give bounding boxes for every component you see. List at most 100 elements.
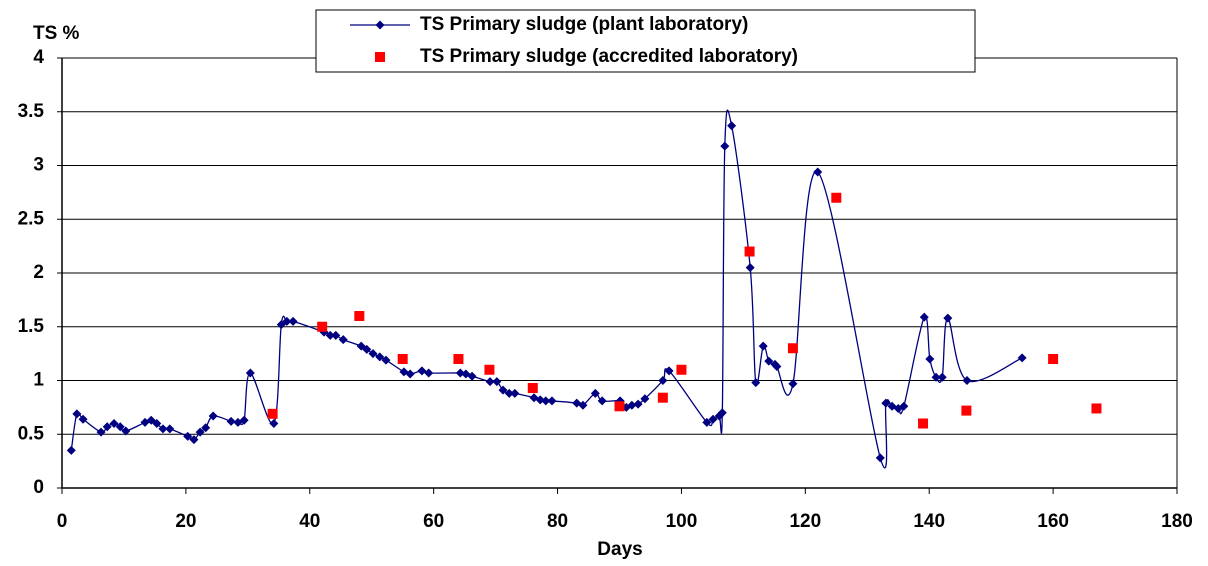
marker (417, 366, 427, 376)
marker (676, 364, 687, 375)
y-tick-label: 1 (33, 370, 44, 391)
marker (758, 341, 768, 351)
marker (381, 355, 391, 365)
marker (527, 383, 538, 394)
y-tick-label: 0.5 (18, 423, 45, 444)
marker (751, 378, 761, 388)
marker (72, 409, 82, 419)
x-tick-label: 80 (547, 511, 568, 532)
marker (183, 431, 193, 441)
x-tick-label: 140 (913, 511, 945, 532)
marker (764, 356, 774, 366)
marker (354, 311, 365, 321)
marker (405, 369, 415, 379)
legend-label: TS Primary sludge (accredited laboratory… (420, 46, 798, 67)
marker (943, 313, 953, 323)
marker (717, 408, 727, 418)
marker (288, 316, 298, 326)
marker (504, 388, 514, 398)
marker (590, 388, 600, 398)
marker (152, 419, 162, 428)
y-tick-label: 3.5 (18, 101, 45, 122)
marker (397, 354, 408, 364)
marker (189, 435, 199, 445)
marker (485, 377, 495, 387)
y-tick-label: 2 (33, 262, 44, 283)
marker (267, 408, 278, 419)
marker (658, 376, 668, 385)
marker (961, 405, 972, 416)
marker (492, 377, 502, 387)
marker (453, 354, 464, 364)
legend-marker (375, 20, 385, 30)
marker (96, 427, 106, 437)
marker (455, 368, 465, 378)
marker (165, 424, 175, 434)
marker (633, 399, 643, 409)
y-tick-label: 2.5 (18, 208, 45, 229)
marker (962, 376, 972, 385)
marker (931, 372, 941, 382)
marker (208, 411, 218, 421)
y-tick-label: 4 (33, 47, 44, 68)
marker (919, 312, 929, 322)
marker (708, 414, 718, 424)
marker (78, 414, 88, 424)
x-tick-label: 100 (666, 511, 698, 532)
marker (578, 400, 588, 410)
x-tick-label: 160 (1037, 511, 1069, 532)
marker (66, 445, 76, 455)
marker (627, 400, 637, 410)
marker (484, 364, 495, 375)
marker (338, 335, 348, 345)
marker (317, 321, 328, 332)
legend: TS Primary sludge (plant laboratory) TS P… (315, 9, 976, 73)
marker (535, 395, 545, 405)
marker (664, 366, 674, 376)
x-axis-label: Days (597, 539, 642, 560)
legend-label: TS Primary sludge (plant laboratory) (420, 14, 748, 35)
x-tick-label: 180 (1161, 511, 1193, 532)
marker (510, 388, 520, 398)
marker (925, 354, 935, 364)
legend-box (315, 9, 976, 73)
marker (657, 392, 668, 403)
marker (195, 427, 205, 437)
marker (158, 424, 168, 434)
x-tick-label: 20 (175, 511, 196, 532)
marker (331, 330, 341, 340)
marker (1017, 353, 1027, 363)
marker (881, 398, 891, 408)
marker (467, 371, 477, 381)
y-tick-label: 3 (33, 155, 44, 176)
x-tick-label: 40 (299, 511, 320, 532)
marker (787, 343, 798, 354)
y-tick-label: 0 (33, 477, 44, 498)
x-tick-label: 0 (57, 511, 68, 532)
y-tick-label: 1.5 (18, 316, 45, 337)
marker (727, 121, 737, 131)
marker (640, 394, 650, 404)
marker (772, 362, 782, 372)
marker (239, 415, 249, 425)
marker (788, 379, 798, 389)
marker (875, 453, 885, 463)
marker (547, 396, 557, 406)
marker (282, 316, 292, 326)
marker (102, 422, 112, 432)
marker (1091, 403, 1102, 414)
marker (720, 141, 730, 151)
marker (226, 416, 236, 426)
marker (541, 396, 551, 406)
marker (325, 330, 335, 340)
marker (702, 417, 712, 427)
marker (375, 352, 385, 362)
marker (201, 423, 211, 433)
marker (115, 422, 125, 432)
marker (498, 385, 508, 395)
marker (744, 246, 755, 257)
legend-marker (375, 52, 385, 62)
marker (918, 418, 929, 429)
marker (745, 263, 755, 273)
